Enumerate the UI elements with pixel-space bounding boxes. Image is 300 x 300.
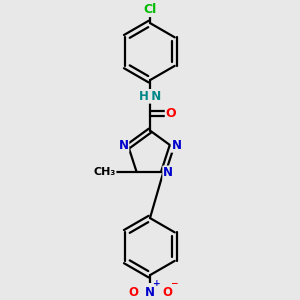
Text: −: − [170, 279, 178, 288]
Text: Cl: Cl [143, 3, 157, 16]
Text: CH₃: CH₃ [93, 167, 116, 177]
Text: O: O [162, 286, 172, 299]
Text: O: O [166, 107, 176, 120]
Text: N: N [172, 139, 182, 152]
Text: O: O [128, 286, 138, 299]
Text: H N: H N [139, 90, 161, 103]
Text: N: N [145, 286, 155, 299]
Text: N: N [118, 139, 128, 152]
Text: N: N [163, 166, 173, 179]
Text: +: + [153, 279, 161, 288]
